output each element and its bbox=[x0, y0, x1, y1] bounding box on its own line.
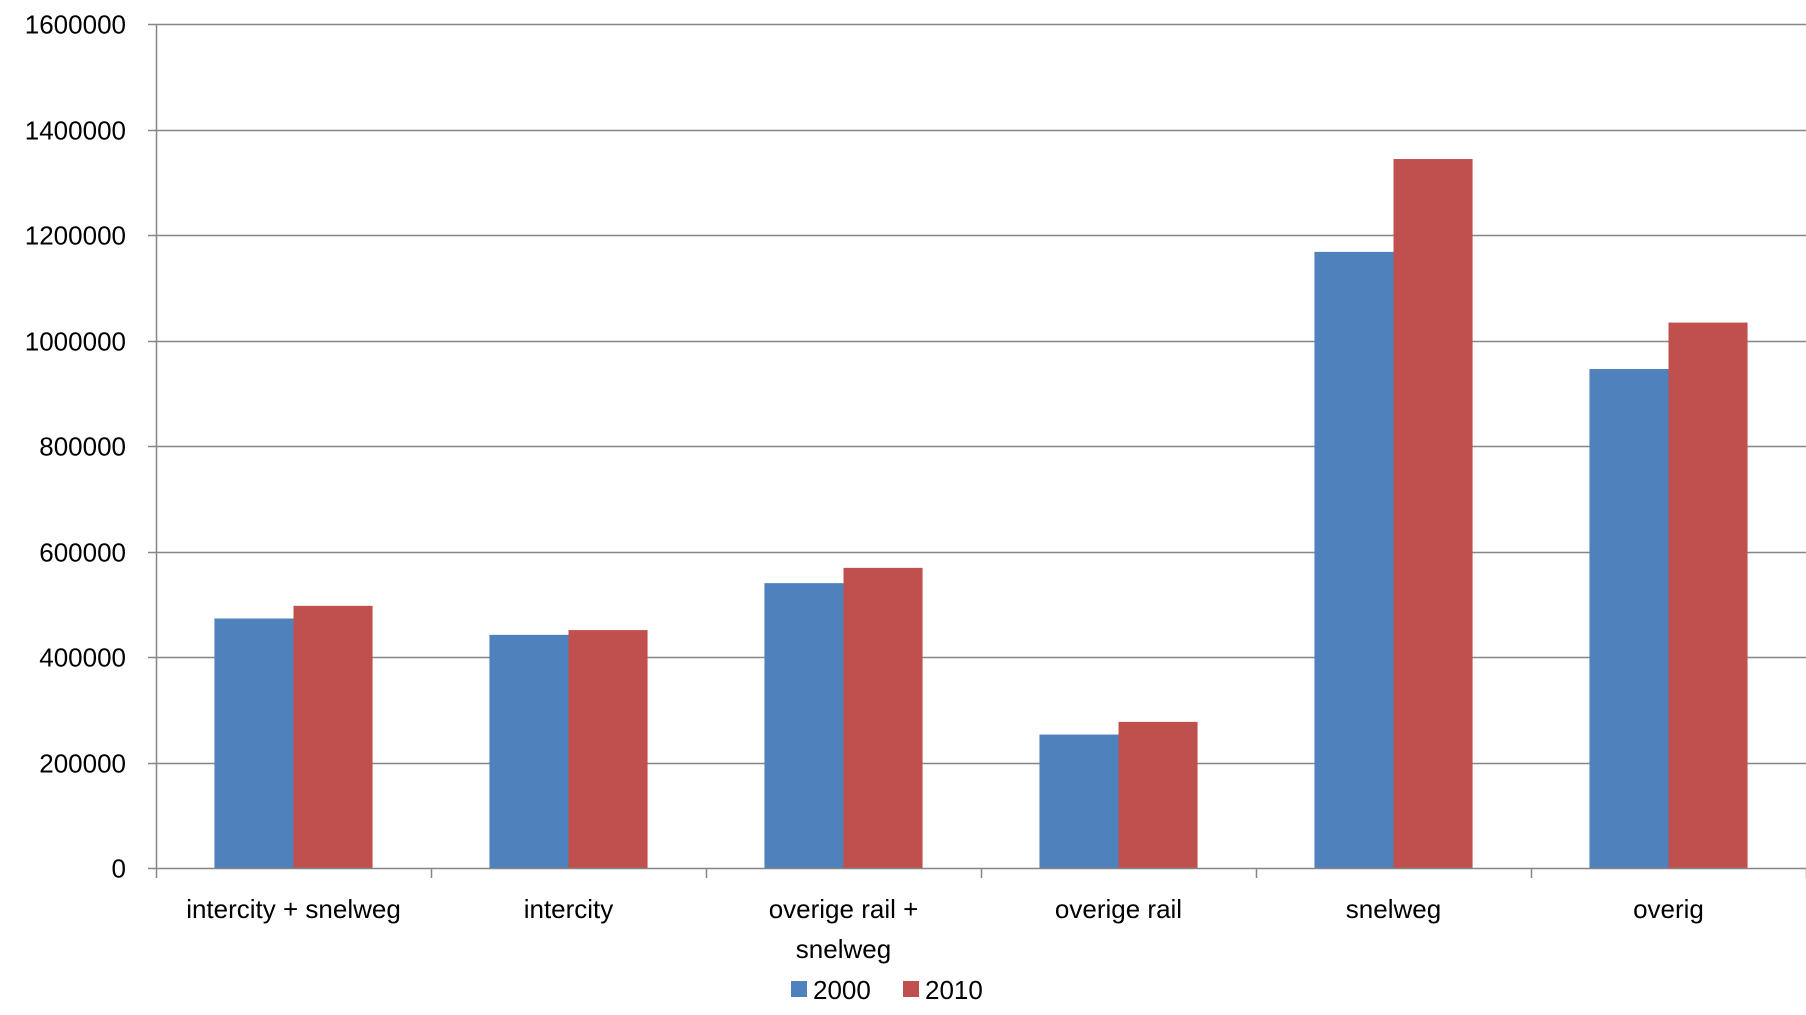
bar-2010 bbox=[1393, 159, 1473, 869]
y-tick-label: 800000 bbox=[39, 432, 126, 462]
x-tick-label: snelweg bbox=[796, 934, 891, 964]
x-tick-label: intercity bbox=[524, 894, 614, 924]
y-tick-label: 200000 bbox=[39, 749, 126, 779]
bar-2010 bbox=[293, 605, 373, 868]
x-tick-label: overig bbox=[1633, 894, 1704, 924]
legend-label: 2000 bbox=[813, 975, 871, 1005]
y-tick-label: 1000000 bbox=[25, 327, 126, 357]
bar-2000 bbox=[764, 583, 844, 868]
y-tick-label: 0 bbox=[112, 854, 126, 884]
y-tick-label: 1200000 bbox=[25, 221, 126, 251]
bars bbox=[214, 159, 1748, 869]
bar-2000 bbox=[1039, 734, 1119, 868]
bar-2010 bbox=[1668, 322, 1748, 868]
legend: 2000 2010 bbox=[791, 975, 983, 1005]
labels: 0 200000 400000 600000 800000 1000000 1200000 1… bbox=[25, 10, 1704, 965]
legend-label: 2010 bbox=[925, 975, 983, 1005]
bar-2010 bbox=[568, 630, 648, 868]
bar-2000 bbox=[1314, 251, 1394, 868]
gridlines bbox=[156, 23, 1806, 765]
x-tick-label: overige rail bbox=[1055, 894, 1182, 924]
axes bbox=[148, 23, 1806, 878]
bar-2000 bbox=[1589, 368, 1669, 868]
bar-2010 bbox=[1118, 721, 1198, 868]
x-tick-label: overige rail + bbox=[769, 894, 919, 924]
y-tick-label: 1400000 bbox=[25, 116, 126, 146]
y-tick-label: 600000 bbox=[39, 538, 126, 568]
bar-2000 bbox=[489, 634, 569, 868]
legend-swatch bbox=[903, 981, 919, 997]
bar-2000 bbox=[214, 618, 294, 868]
x-tick-label: snelweg bbox=[1346, 894, 1441, 924]
bar-2010 bbox=[843, 567, 923, 868]
y-tick-label: 400000 bbox=[39, 643, 126, 673]
y-tick-label: 1600000 bbox=[25, 10, 126, 40]
x-tick-label: intercity + snelweg bbox=[186, 894, 401, 924]
legend-swatch bbox=[791, 981, 807, 997]
